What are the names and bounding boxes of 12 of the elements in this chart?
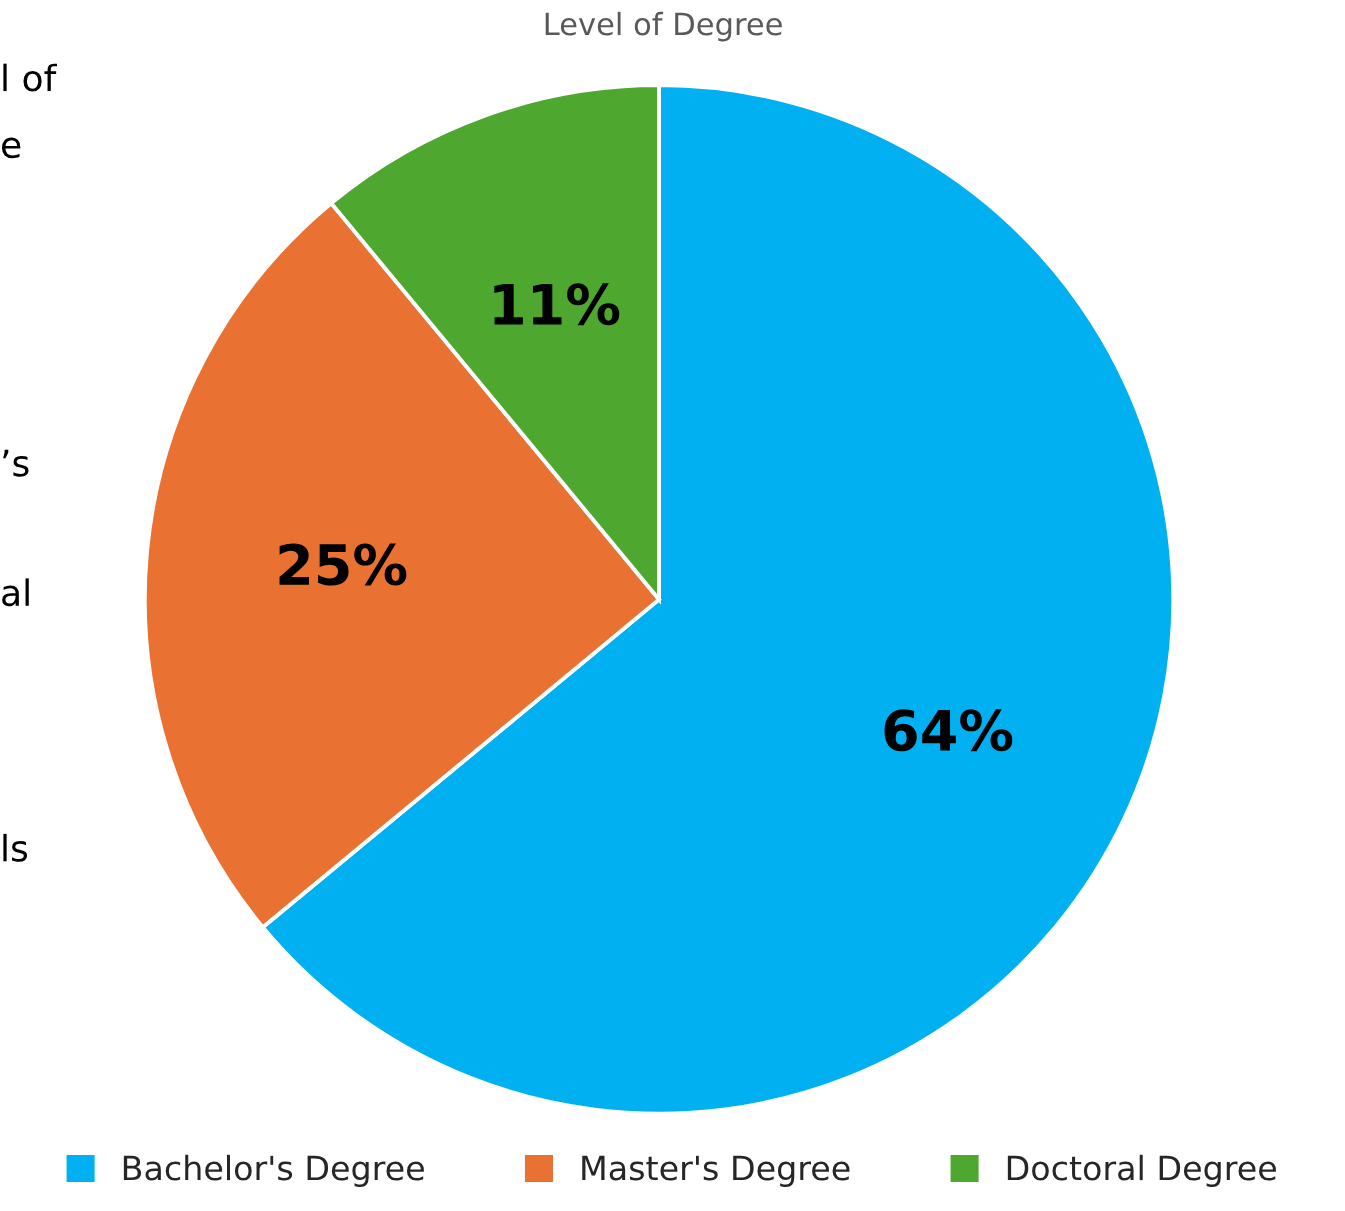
data-label: 64%: [884, 709, 1013, 752]
text: ’s: [3, 449, 29, 477]
chart-title: Level of Degree: [545, 11, 782, 42]
legend-label: Doctoral Degree: [1007, 1154, 1276, 1188]
text: e: [1, 137, 21, 159]
text: ls: [3, 833, 28, 862]
legend-label: Master's Degree: [582, 1155, 850, 1188]
text: al: [2, 578, 29, 607]
data-label: 25%: [279, 543, 407, 586]
data-label: 11%: [494, 283, 620, 326]
text: l of: [3, 63, 58, 92]
legend-label: Bachelor's Degree: [123, 1154, 424, 1188]
